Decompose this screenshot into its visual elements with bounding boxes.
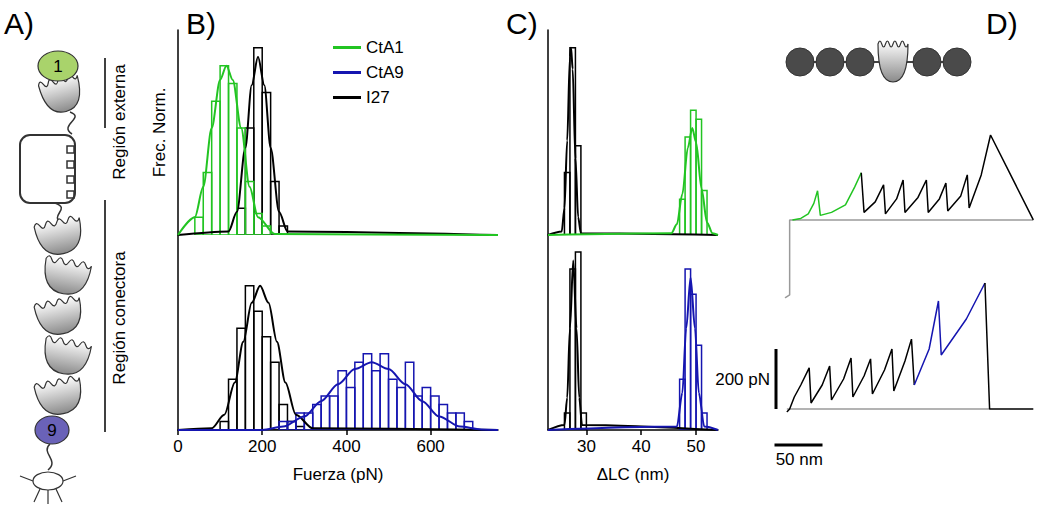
- svg-text:CtA1: CtA1: [366, 38, 404, 57]
- svg-text:Región externa: Región externa: [110, 64, 129, 180]
- svg-text:40: 40: [632, 437, 651, 456]
- svg-text:0: 0: [173, 437, 182, 456]
- svg-text:A): A): [4, 7, 34, 40]
- svg-text:D): D): [986, 7, 1018, 40]
- svg-text:ΔLC (nm): ΔLC (nm): [597, 465, 670, 484]
- svg-text:C): C): [506, 7, 538, 40]
- svg-text:CtA9: CtA9: [366, 63, 404, 82]
- svg-text:Región conectora: Región conectora: [110, 251, 129, 385]
- svg-text:400: 400: [332, 437, 360, 456]
- svg-text:200: 200: [248, 437, 276, 456]
- svg-text:Fuerza (pN): Fuerza (pN): [293, 465, 384, 484]
- svg-text:1: 1: [53, 57, 62, 76]
- svg-text:50: 50: [687, 437, 706, 456]
- svg-text:600: 600: [416, 437, 444, 456]
- svg-text:B): B): [186, 7, 216, 40]
- svg-text:50 nm: 50 nm: [776, 450, 823, 469]
- svg-text:30: 30: [577, 437, 596, 456]
- svg-text:Frec. Norm.: Frec. Norm.: [150, 88, 169, 178]
- svg-text:200 pN: 200 pN: [715, 370, 770, 389]
- svg-text:9: 9: [47, 421, 56, 440]
- svg-text:I27: I27: [366, 88, 390, 107]
